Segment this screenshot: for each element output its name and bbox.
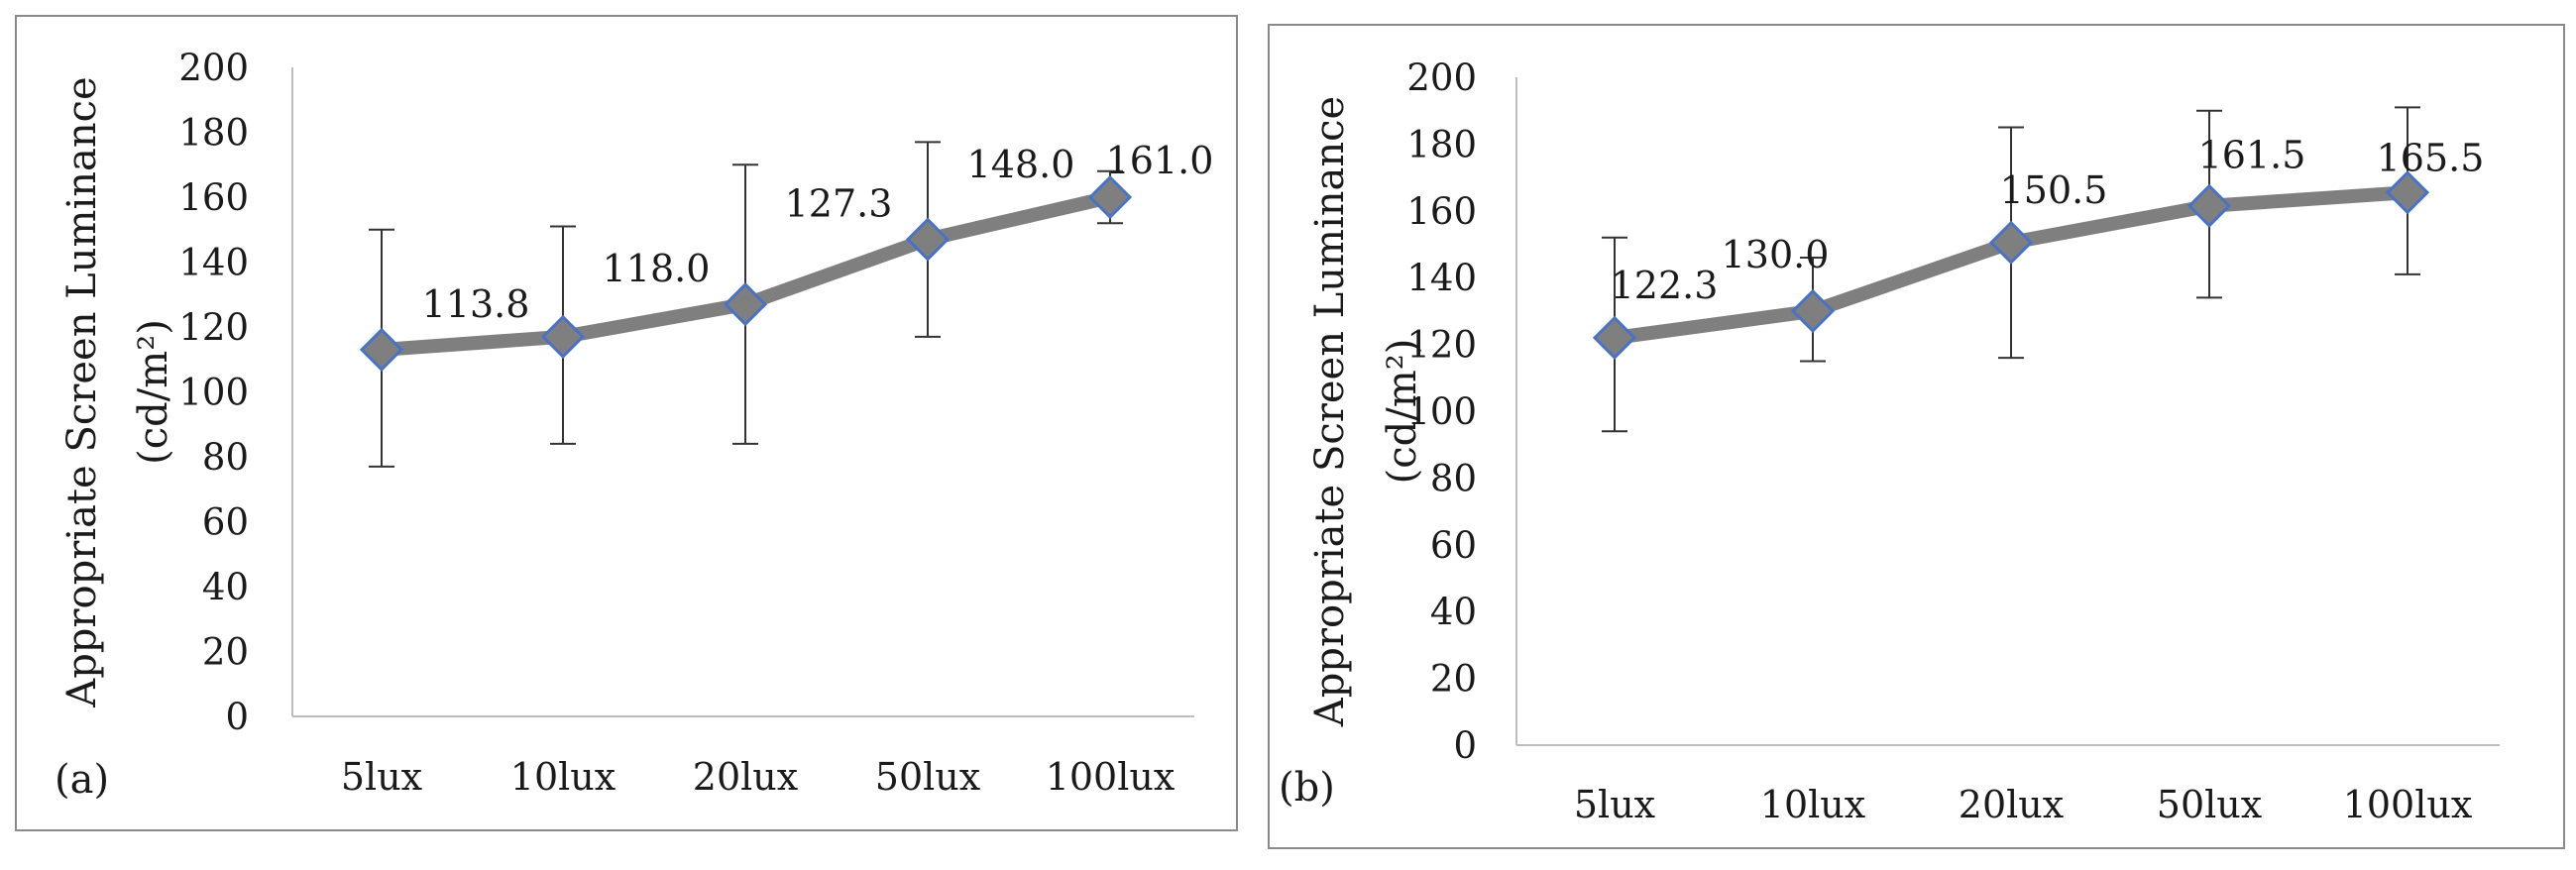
data-label: 122.3 [1611, 264, 1719, 307]
y-tick-label: 40 [1430, 591, 1477, 633]
y-tick-label: 180 [1406, 123, 1477, 165]
x-tick-label: 20lux [693, 755, 798, 799]
y-tick-label: 80 [202, 436, 249, 479]
x-tick-label: 100lux [1046, 755, 1176, 799]
y-tick-label: 0 [225, 696, 249, 738]
y-tick-label: 160 [178, 176, 249, 219]
x-tick-label: 50lux [875, 755, 980, 799]
y-tick-label: 100 [178, 372, 249, 414]
y-tick-label: 200 [1406, 56, 1477, 99]
data-label: 148.0 [967, 143, 1075, 186]
x-tick-label: 10lux [1760, 783, 1865, 826]
data-label: 150.5 [2000, 168, 2108, 212]
y-tick-label: 60 [1430, 524, 1477, 567]
y-tick-label: 160 [1406, 190, 1477, 233]
y-tick-label: 100 [1406, 390, 1477, 433]
chart-panel-a: 0 20 40 60 80 100 120 140 160 180 200 5lux 10lux 20lu… [15, 15, 1238, 831]
data-point-marker [1592, 315, 1637, 360]
x-tick-label: 20lux [1959, 783, 2064, 826]
x-tick-label: 100lux [2343, 783, 2473, 826]
y-tick-label: 40 [202, 566, 249, 608]
y-axis-title: Appropriate Screen Luminance [59, 76, 105, 707]
x-tick-label: 5lux [341, 755, 422, 799]
y-axis-title-unit: (cd/m²) [131, 319, 176, 465]
chart-panel-b: 0 20 40 60 80 100 120 140 160 180 200 5lux 10lux 20lu… [1268, 24, 2565, 849]
y-tick-label: 120 [1406, 324, 1477, 367]
y-tick-label: 180 [178, 112, 249, 155]
data-label: 130.0 [1722, 233, 1830, 276]
data-label: 118.0 [603, 247, 711, 290]
data-label: 165.5 [2377, 136, 2485, 179]
data-point-marker [359, 327, 404, 373]
data-point-marker [905, 217, 951, 262]
panel-label: (b) [1279, 765, 1335, 811]
data-label: 161.5 [2198, 134, 2306, 177]
y-axis-title: Appropriate Screen Luminance [1307, 96, 1353, 727]
y-tick-label: 20 [1430, 658, 1477, 701]
y-tick-label: 140 [1406, 257, 1477, 299]
data-point-marker [723, 281, 768, 327]
data-point-marker [2186, 183, 2232, 228]
y-tick-label: 80 [1430, 457, 1477, 499]
y-tick-label: 60 [202, 501, 249, 544]
y-tick-label: 0 [1453, 724, 1477, 767]
data-point-marker [1087, 174, 1133, 220]
data-point-marker [1988, 220, 2034, 265]
y-tick-label: 20 [202, 631, 249, 674]
x-tick-label: 10lux [510, 755, 616, 799]
data-label: 113.8 [422, 282, 530, 326]
y-axis-title-unit: (cd/m²) [1380, 339, 1425, 485]
panel-border [15, 15, 1238, 831]
x-tick-label: 50lux [2157, 783, 2262, 826]
data-point-marker [1790, 288, 1836, 334]
x-tick-label: 5lux [1574, 783, 1655, 826]
panel-border [1268, 24, 2565, 849]
y-tick-label: 200 [178, 47, 249, 89]
data-point-marker [2385, 170, 2430, 215]
data-point-marker [540, 314, 586, 359]
data-label: 161.0 [1106, 139, 1214, 182]
data-label: 127.3 [785, 182, 893, 226]
y-tick-label: 140 [178, 242, 249, 284]
panel-label: (a) [55, 757, 109, 803]
y-tick-label: 120 [178, 306, 249, 349]
